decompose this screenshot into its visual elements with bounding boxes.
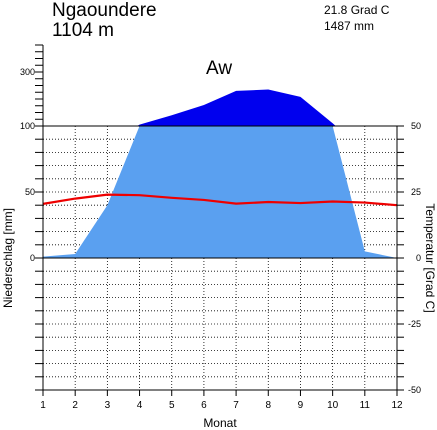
month-tick-label: 6 [201,400,207,411]
temp-tick-label: -25 [408,319,421,329]
month-tick-label: 4 [137,400,143,411]
month-tick-label: 5 [169,400,175,411]
mean-temperature: 21.8 Grad C [324,3,390,17]
axis-ticks [35,44,404,396]
month-tick-label: 9 [298,400,304,411]
month-tick-label: 1 [40,400,46,411]
temperature-layer [42,193,398,207]
x-axis-title: Monat [203,416,237,430]
month-tick-label: 11 [360,400,371,411]
right-axis-title: Temperatur [Grad C] [423,203,437,312]
precip-tick-label: 50 [25,187,35,197]
precip-tick-label: 100 [20,121,35,131]
month-tick-label: 7 [233,400,239,411]
month-tick-label: 10 [327,400,339,411]
precip-tick-label: 300 [20,67,35,77]
temperature-line [42,193,398,207]
precipitation-over-100-area [137,89,336,126]
temp-tick-label: -50 [408,385,421,395]
month-tick-label: 12 [391,400,403,411]
climate-classification: Aw [206,58,233,79]
month-tick-label: 8 [265,400,271,411]
annual-precipitation: 1487 mm [324,19,375,33]
left-axis-title: Niederschlag [mm] [1,208,15,308]
precip-tick-label: 0 [30,253,35,263]
station-name: Ngaoundere [52,0,157,21]
month-tick-label: 2 [72,400,78,411]
month-tick-label: 3 [105,400,111,411]
temp-tick-label: 50 [411,121,421,131]
temp-tick-label: 25 [411,187,421,197]
precipitation-layer [43,89,397,258]
station-elevation: 1104 m [52,20,114,41]
precipitation-area [43,126,397,258]
temp-tick-label: 0 [416,253,421,263]
